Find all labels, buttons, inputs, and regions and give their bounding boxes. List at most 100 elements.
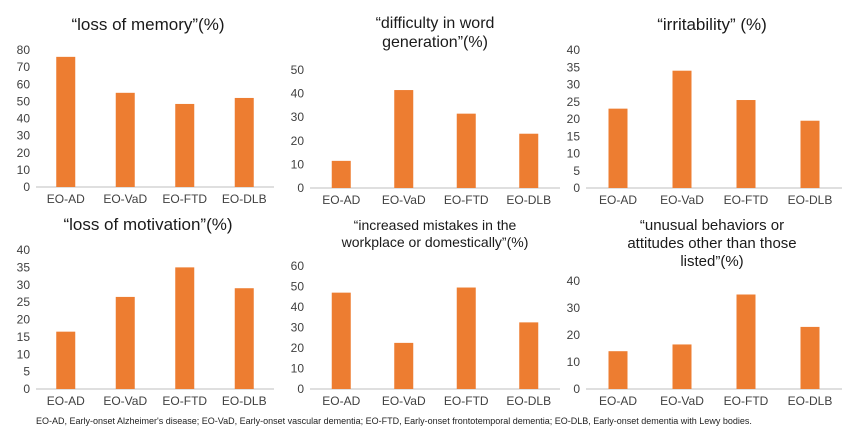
chart-title: “loss of memory”(%) bbox=[71, 15, 224, 34]
bar bbox=[519, 133, 539, 188]
chart-title: workplace or domestically”(%) bbox=[341, 234, 529, 250]
y-tick-label: 50 bbox=[291, 63, 305, 77]
y-tick-label: 10 bbox=[291, 362, 305, 376]
y-tick-label: 35 bbox=[17, 260, 31, 274]
chart-title: “loss of motivation”(%) bbox=[63, 215, 232, 234]
y-tick-label: 30 bbox=[291, 321, 305, 335]
y-tick-label: 0 bbox=[297, 181, 304, 195]
x-tick-label: EO-AD bbox=[322, 193, 360, 207]
x-tick-label: EO-VaD bbox=[382, 193, 426, 207]
y-tick-label: 10 bbox=[567, 355, 581, 369]
bar bbox=[519, 322, 539, 389]
x-tick-label: EO-FTD bbox=[162, 192, 207, 206]
y-tick-label: 60 bbox=[291, 259, 305, 273]
y-tick-label: 15 bbox=[567, 129, 581, 143]
y-tick-label: 40 bbox=[17, 243, 31, 257]
y-tick-label: 40 bbox=[17, 112, 31, 126]
y-tick-label: 40 bbox=[291, 300, 305, 314]
y-tick-label: 40 bbox=[291, 87, 305, 101]
y-tick-label: 30 bbox=[17, 278, 31, 292]
y-tick-label: 5 bbox=[573, 164, 580, 178]
x-tick-label: EO-FTD bbox=[444, 193, 489, 207]
y-tick-label: 20 bbox=[567, 328, 581, 342]
bar bbox=[234, 288, 254, 389]
bar bbox=[56, 56, 76, 187]
x-tick-label: EO-FTD bbox=[724, 394, 769, 408]
chart-title: generation”(%) bbox=[382, 34, 488, 51]
bar bbox=[456, 287, 476, 389]
y-tick-label: 30 bbox=[291, 110, 305, 124]
chart-title: listed”(%) bbox=[680, 253, 743, 270]
y-tick-label: 20 bbox=[291, 341, 305, 355]
x-tick-label: EO-AD bbox=[599, 193, 637, 207]
y-tick-label: 10 bbox=[567, 147, 581, 161]
y-tick-label: 80 bbox=[17, 43, 31, 57]
x-tick-label: EO-DLB bbox=[788, 193, 833, 207]
y-tick-label: 10 bbox=[291, 157, 305, 171]
bar bbox=[234, 97, 254, 187]
bar bbox=[608, 108, 628, 188]
bar bbox=[672, 70, 692, 188]
x-tick-label: EO-FTD bbox=[444, 394, 489, 408]
chart-grid: “loss of memory”(%)01020304050607080EO-A… bbox=[17, 15, 842, 408]
y-tick-label: 20 bbox=[291, 134, 305, 148]
bar bbox=[800, 326, 820, 389]
bar bbox=[672, 344, 692, 389]
y-tick-label: 0 bbox=[23, 382, 30, 396]
y-tick-label: 30 bbox=[567, 301, 581, 315]
x-tick-label: EO-AD bbox=[47, 192, 85, 206]
y-tick-label: 15 bbox=[17, 330, 31, 344]
bar bbox=[736, 294, 756, 389]
chart-title: “unusual behaviors or bbox=[640, 217, 784, 234]
x-tick-label: EO-VaD bbox=[660, 193, 704, 207]
x-tick-label: EO-AD bbox=[47, 394, 85, 408]
y-tick-label: 0 bbox=[23, 180, 30, 194]
footnote: EO-AD, Early-onset Alzheimer's disease; … bbox=[36, 416, 752, 426]
x-tick-label: EO-AD bbox=[599, 394, 637, 408]
x-tick-label: EO-FTD bbox=[162, 394, 207, 408]
bar bbox=[115, 296, 135, 389]
y-tick-label: 50 bbox=[17, 94, 31, 108]
x-tick-label: EO-AD bbox=[322, 394, 360, 408]
y-tick-label: 10 bbox=[17, 163, 31, 177]
x-tick-label: EO-VaD bbox=[660, 394, 704, 408]
bar bbox=[175, 267, 195, 389]
x-tick-label: EO-DLB bbox=[506, 394, 551, 408]
chart-title: “irritability” (%) bbox=[657, 15, 767, 34]
bar bbox=[331, 292, 351, 389]
y-tick-label: 30 bbox=[17, 129, 31, 143]
x-tick-label: EO-FTD bbox=[724, 193, 769, 207]
bar bbox=[456, 113, 476, 188]
bar bbox=[56, 331, 76, 389]
x-tick-label: EO-DLB bbox=[222, 192, 267, 206]
y-tick-label: 30 bbox=[567, 78, 581, 92]
bar bbox=[175, 103, 195, 187]
bar bbox=[800, 120, 820, 188]
y-tick-label: 0 bbox=[573, 382, 580, 396]
bar bbox=[394, 342, 414, 389]
y-tick-label: 70 bbox=[17, 60, 31, 74]
x-tick-label: EO-VaD bbox=[103, 394, 147, 408]
y-tick-label: 0 bbox=[297, 382, 304, 396]
x-tick-label: EO-DLB bbox=[222, 394, 267, 408]
y-tick-label: 60 bbox=[17, 77, 31, 91]
y-tick-label: 0 bbox=[573, 181, 580, 195]
chart-title: “increased mistakes in the bbox=[354, 217, 517, 233]
x-tick-label: EO-DLB bbox=[788, 394, 833, 408]
bar bbox=[608, 351, 628, 389]
x-tick-label: EO-VaD bbox=[103, 192, 147, 206]
y-tick-label: 40 bbox=[567, 274, 581, 288]
y-tick-label: 25 bbox=[567, 95, 581, 109]
y-tick-label: 50 bbox=[291, 280, 305, 294]
chart-title: “difficulty in word bbox=[376, 15, 495, 32]
bar bbox=[394, 90, 414, 188]
bar bbox=[115, 92, 135, 187]
y-tick-label: 10 bbox=[17, 347, 31, 361]
x-tick-label: EO-DLB bbox=[506, 193, 551, 207]
y-tick-label: 25 bbox=[17, 295, 31, 309]
y-tick-label: 40 bbox=[567, 43, 581, 57]
y-tick-label: 20 bbox=[567, 112, 581, 126]
y-tick-label: 5 bbox=[23, 365, 30, 379]
chart-title: attitudes other than those bbox=[627, 235, 796, 252]
bar bbox=[331, 160, 351, 188]
